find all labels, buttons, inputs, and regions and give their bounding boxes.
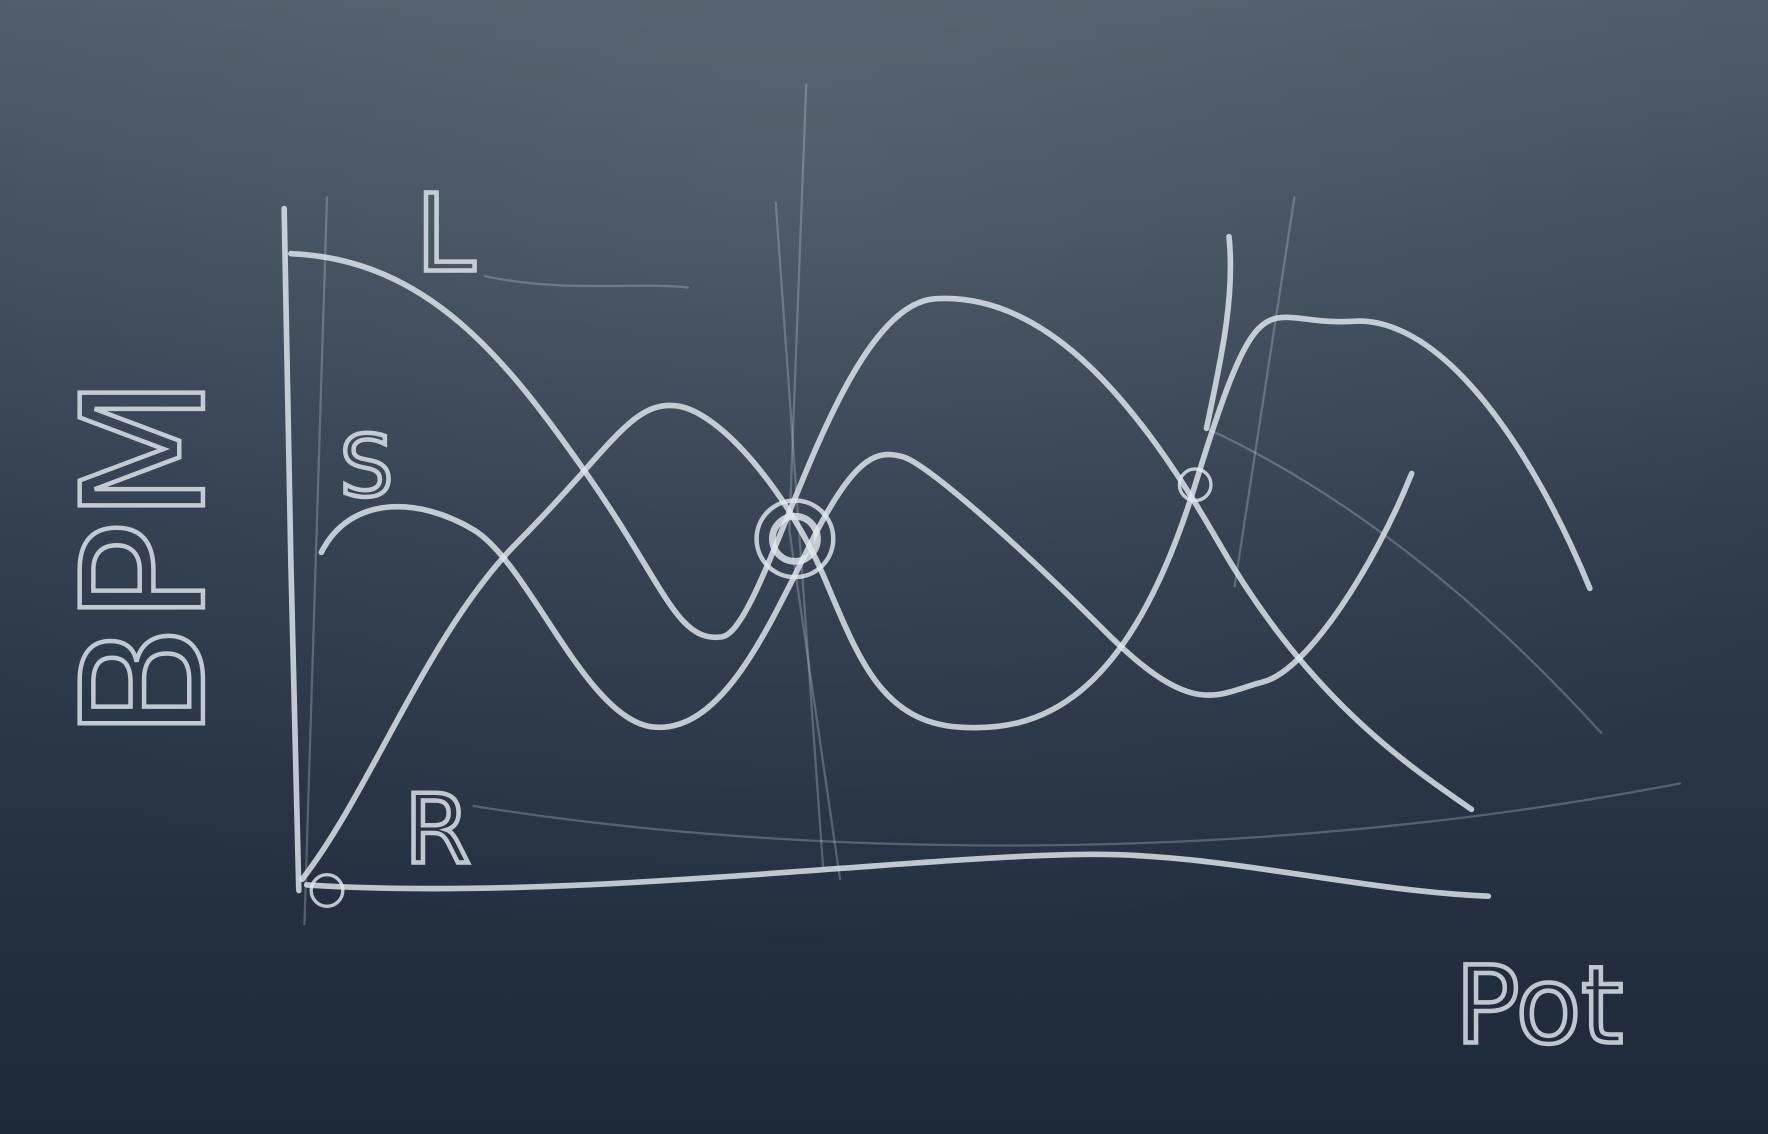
faint-line [1205,427,1603,734]
x-axis-label: Pot [1455,945,1623,1069]
intersection-circle [754,498,836,580]
curve-stroke [1203,233,1234,432]
curves [288,233,1593,883]
intersection-circle [309,873,345,908]
curve-label: R [404,773,471,885]
intersection-circle [768,512,821,565]
faint-line [472,782,1682,847]
faint-line [774,201,825,870]
curve-l [288,250,1475,813]
faint-line [788,83,842,881]
faint-line [483,275,689,289]
intersection-circle [1177,467,1213,503]
curve-label: S [340,418,394,516]
x-axis [303,851,1492,899]
faint-line [303,196,329,926]
intersections [309,467,1213,908]
axes [281,205,1492,899]
y-axis-label: BPM [46,376,243,740]
faint-line [1233,196,1296,588]
construction-lines [303,83,1682,926]
y-axis [281,205,302,894]
curve-r [299,314,1593,883]
curve-label: L [416,173,476,297]
